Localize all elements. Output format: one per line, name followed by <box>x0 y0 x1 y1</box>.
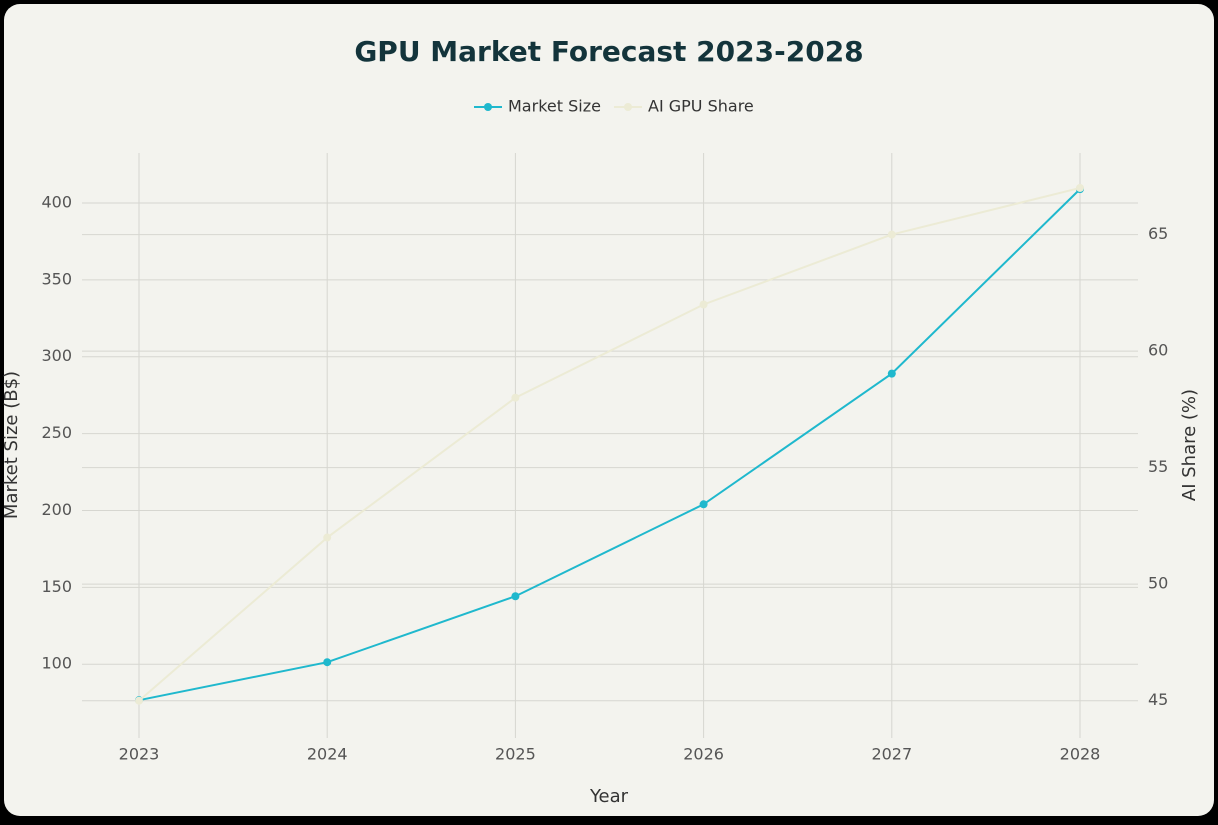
x-axis-title: Year <box>589 786 629 807</box>
series-line <box>138 188 1081 702</box>
legend-label: AI GPU Share <box>648 97 754 116</box>
x-tick-label: 2026 <box>683 745 724 764</box>
point <box>135 696 143 705</box>
legend-label: Market Size <box>508 97 601 116</box>
y-tick-label: 300 <box>41 346 72 365</box>
y2-axis-title: AI Share (%) <box>1179 389 1200 501</box>
y-tick-label: 150 <box>41 577 72 596</box>
point <box>887 230 896 239</box>
y2-tick-label: 60 <box>1148 341 1168 360</box>
y-tick-label: 200 <box>41 500 72 519</box>
y-tick-label: 250 <box>41 423 72 442</box>
chart-title: GPU Market Forecast 2023-2028 <box>354 35 863 68</box>
x-tick-label: 2024 <box>307 745 348 764</box>
point <box>887 369 896 378</box>
point <box>323 533 332 542</box>
y-tick-label: 100 <box>41 654 72 673</box>
y2-tick-label: 50 <box>1148 574 1168 593</box>
y-tick-label: 400 <box>41 192 72 211</box>
point <box>699 500 708 509</box>
x-tick-label: 2028 <box>1060 745 1101 764</box>
legend-marker <box>484 103 492 111</box>
point <box>511 592 520 601</box>
point <box>511 393 520 402</box>
y2-tick-label: 55 <box>1148 457 1168 476</box>
y2-tick-label: 65 <box>1148 224 1168 243</box>
x-tick-label: 2027 <box>871 745 912 764</box>
legend-marker <box>624 103 632 111</box>
y2-tick-label: 45 <box>1148 690 1168 709</box>
point <box>1076 183 1084 192</box>
card <box>4 4 1214 816</box>
point <box>323 658 332 667</box>
y-axis-title: Market Size (B$) <box>1 371 22 519</box>
y-tick-label: 350 <box>41 269 72 288</box>
x-tick-label: 2023 <box>119 745 160 764</box>
x-tick-label: 2025 <box>495 745 536 764</box>
point <box>699 300 708 309</box>
series-line <box>138 186 1081 702</box>
